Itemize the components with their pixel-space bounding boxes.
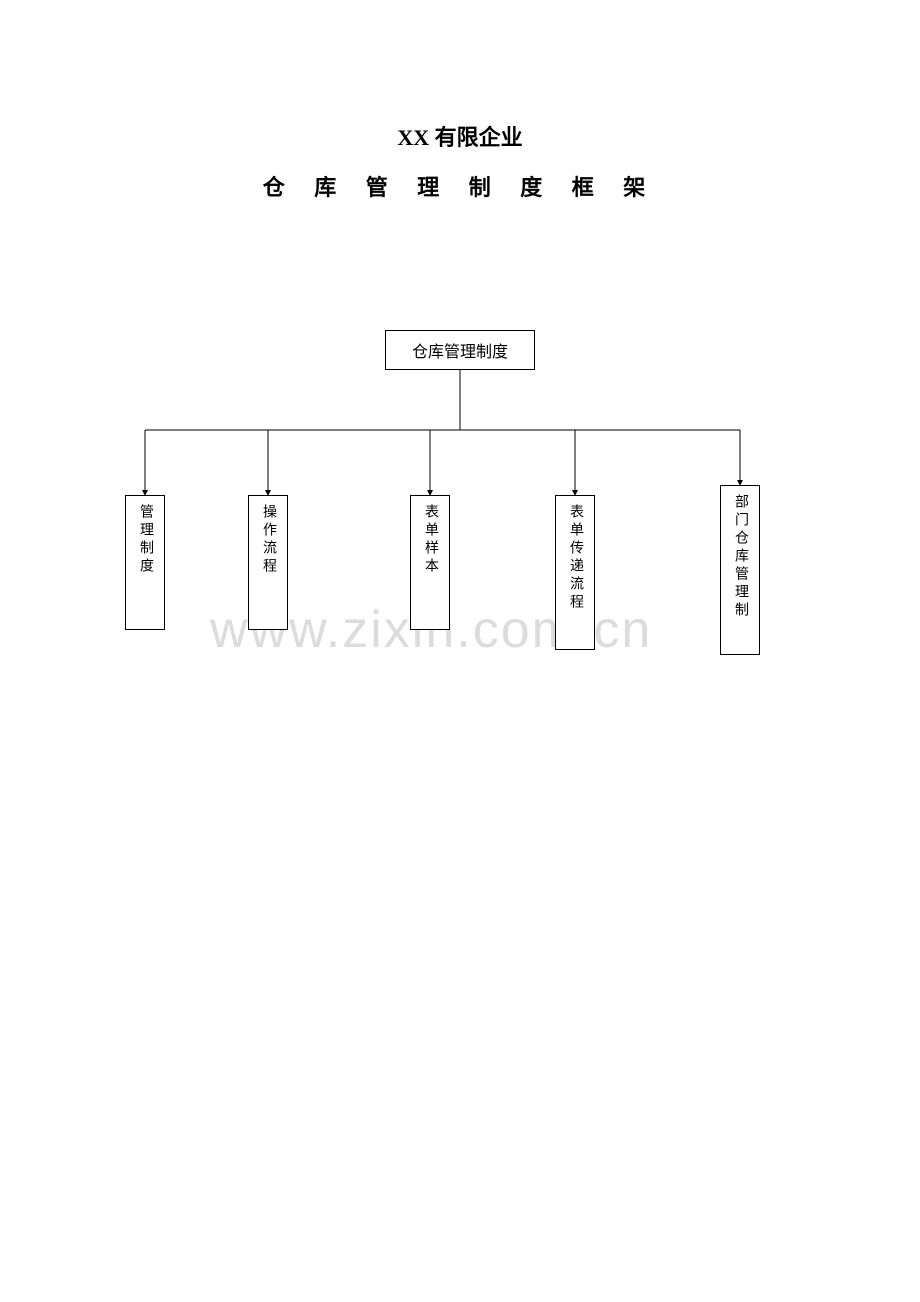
root-node: 仓库管理制度 (385, 330, 535, 370)
child-node-label: 表单样本 (423, 504, 437, 576)
page-heading: 仓 库 管 理 制 度 框 架 (0, 170, 920, 202)
child-node-label: 部门仓库管理制 (733, 494, 747, 620)
child-node: 表单样本 (410, 495, 450, 630)
child-node: 管理制度 (125, 495, 165, 630)
child-node: 操作流程 (248, 495, 288, 630)
company-title: XX 有限企业 (0, 120, 920, 152)
child-node-label: 管理制度 (138, 504, 152, 576)
child-node-label: 表单传递流程 (568, 504, 582, 612)
child-node: 部门仓库管理制 (720, 485, 760, 655)
child-node-label: 操作流程 (261, 504, 275, 576)
child-node: 表单传递流程 (555, 495, 595, 650)
org-chart: 仓库管理制度管理制度 操作流程 表单样本 表单传递流程 部门仓库管理制 (0, 330, 920, 660)
